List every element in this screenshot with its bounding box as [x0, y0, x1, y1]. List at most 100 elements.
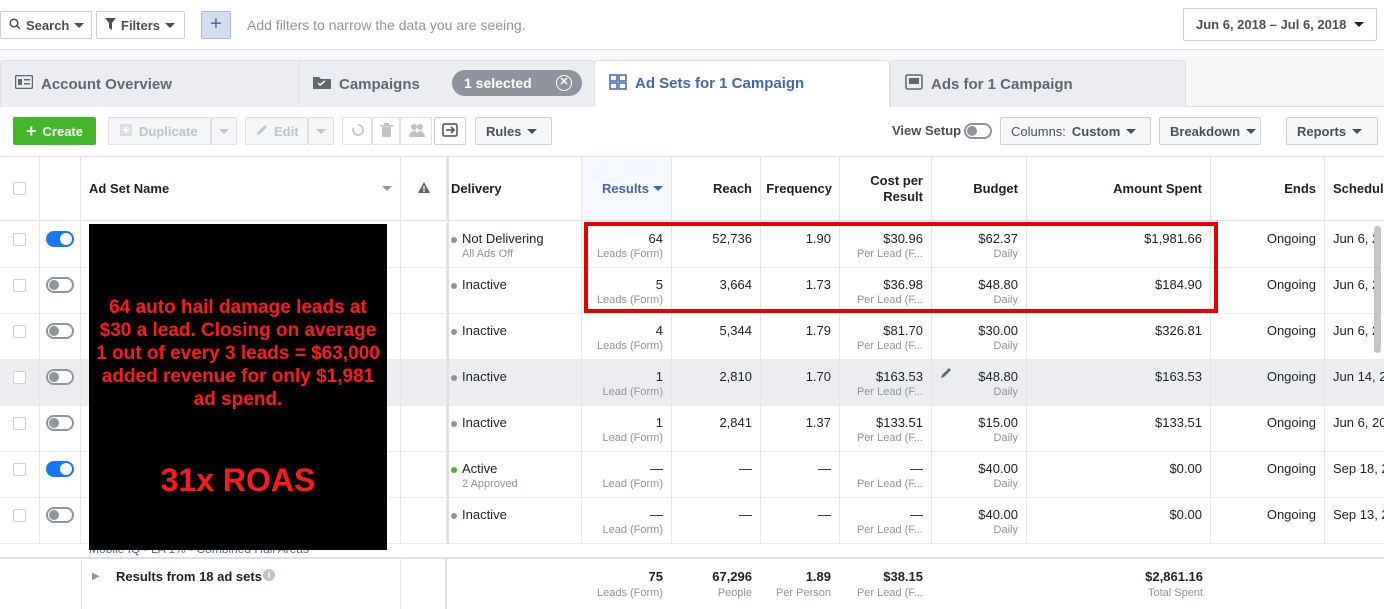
budget-value: $48.80: [978, 277, 1018, 292]
table-row[interactable]: Inactive 1 Lead (Form) 2,841 1.37 $133.51 Per …: [0, 406, 1384, 452]
table-row[interactable]: Not Delivering All Ads Off 64 Leads (Form) 5…: [0, 222, 1384, 268]
ad-set-name-cell[interactable]: [81, 498, 401, 544]
schedule-cell: Jun 6, 2: [1325, 314, 1384, 360]
cost-cell: $81.70 Per Lead (F...: [840, 314, 932, 360]
row-checkbox[interactable]: [13, 417, 26, 430]
ad-set-toggle[interactable]: [46, 507, 74, 523]
edit-button[interactable]: Edit: [245, 117, 308, 145]
ad-set-name-cell[interactable]: [81, 360, 401, 406]
row-checkbox[interactable]: [13, 233, 26, 246]
selected-pill-label: 1 selected: [464, 75, 532, 91]
header-delivery[interactable]: Delivery: [447, 157, 582, 221]
results-cell: 4 Leads (Form): [582, 314, 672, 360]
reports-dropdown[interactable]: Reports: [1286, 117, 1378, 145]
tab-ads[interactable]: Ads for 1 Campaign: [890, 60, 1186, 107]
ad-set-name-cell[interactable]: [81, 314, 401, 360]
tab-account-overview[interactable]: Account Overview: [0, 60, 310, 107]
results-subtext: Lead (Form): [602, 386, 663, 398]
header-results[interactable]: Results: [582, 157, 672, 221]
filters-dropdown[interactable]: Filters: [96, 11, 185, 39]
select-all-checkbox[interactable]: [13, 182, 26, 195]
add-filter-button[interactable]: +: [201, 11, 231, 39]
create-label: Create: [42, 123, 83, 139]
ends-cell: Ongoing: [1211, 406, 1325, 452]
selected-pill[interactable]: 1 selected ✕: [452, 70, 582, 96]
export-button[interactable]: [434, 117, 466, 145]
edit-menu-button[interactable]: [308, 117, 334, 145]
header-ad-set-name[interactable]: Ad Set Name: [81, 157, 401, 221]
reach-value: 5,344: [719, 323, 752, 338]
budget-subtext: Daily: [993, 432, 1018, 444]
level-tabs: Account Overview Campaigns Ad Sets for 1…: [0, 50, 1384, 107]
ends-cell: Ongoing: [1211, 268, 1325, 314]
row-toggle-cell: [40, 268, 81, 314]
header-label: Cost per: [870, 172, 923, 188]
results-subtext: Leads (Form): [596, 340, 663, 352]
results-subtext: Leads (Form): [596, 248, 663, 260]
cost-value: $133.51: [876, 415, 923, 430]
cost-value: —: [910, 507, 923, 522]
pencil-icon[interactable]: [940, 367, 952, 382]
footer-subtext: Per Person: [775, 587, 831, 599]
tab-ad-sets[interactable]: Ad Sets for 1 Campaign: [594, 60, 890, 107]
duplicate-button[interactable]: Duplicate: [108, 117, 211, 145]
chevron-right-icon[interactable]: ▶: [92, 571, 100, 582]
footer-value: $2,861.16: [1145, 569, 1203, 584]
frequency-value: 1.79: [805, 323, 831, 338]
table-row[interactable]: Inactive 5 Leads (Form) 3,664 1.73 $36.98 Per …: [0, 268, 1384, 314]
row-select-cell: [0, 452, 40, 498]
vertical-scrollbar[interactable]: [1374, 226, 1381, 353]
columns-dropdown[interactable]: Columns: Custom: [1000, 117, 1151, 145]
ad-set-toggle[interactable]: [46, 415, 74, 431]
grid-icon: [609, 73, 627, 94]
ad-set-toggle[interactable]: [46, 231, 74, 247]
frequency-value: 1.90: [805, 231, 831, 246]
ad-set-toggle[interactable]: [46, 461, 74, 477]
header-ends[interactable]: Ends: [1211, 157, 1325, 221]
ad-set-name-cell[interactable]: [81, 222, 401, 268]
table-row[interactable]: Inactive 4 Leads (Form) 5,344 1.79 $81.70 Per …: [0, 314, 1384, 360]
header-cost-per-result[interactable]: Cost per Result: [840, 157, 932, 221]
cost-cell: — Per Lead (F...: [840, 498, 932, 544]
ad-set-toggle[interactable]: [46, 323, 74, 339]
spent-cell: $0.00: [1027, 498, 1211, 544]
ad-set-toggle[interactable]: [46, 277, 74, 293]
close-icon[interactable]: ✕: [556, 75, 572, 91]
footer-value: 75: [648, 569, 663, 584]
header-frequency[interactable]: Frequency: [761, 157, 840, 221]
row-checkbox[interactable]: [13, 279, 26, 292]
search-dropdown[interactable]: Search: [0, 11, 92, 39]
duplicate-menu-button[interactable]: [211, 117, 237, 145]
budget-subtext: Daily: [993, 478, 1018, 490]
ad-set-toggle[interactable]: [46, 369, 74, 385]
date-range-picker[interactable]: Jun 6, 2018 – Jul 6, 2018: [1183, 8, 1377, 41]
ad-set-name-cell[interactable]: [81, 406, 401, 452]
header-reach[interactable]: Reach: [672, 157, 761, 221]
create-button[interactable]: + Create: [13, 117, 96, 145]
pencil-icon: [256, 124, 268, 139]
row-checkbox[interactable]: [13, 463, 26, 476]
spent-value: $0.00: [1169, 461, 1202, 476]
reach-cell: —: [672, 452, 761, 498]
reach-value: 52,736: [712, 231, 752, 246]
refresh-button[interactable]: [342, 117, 372, 145]
header-schedule[interactable]: Schedul: [1325, 157, 1384, 221]
row-checkbox[interactable]: [13, 371, 26, 384]
view-setup-toggle[interactable]: [964, 123, 992, 139]
ab-test-button[interactable]: [400, 117, 432, 145]
schedule-cell: Jun 6, 2: [1325, 268, 1384, 314]
table-row[interactable]: Inactive — Lead (Form) — — — Per Lead (F... $40…: [0, 498, 1384, 544]
table-row[interactable]: Active 2 Approved — Lead (Form) — — — Per Lead …: [0, 452, 1384, 498]
rules-button[interactable]: Rules: [475, 117, 552, 145]
row-checkbox[interactable]: [13, 325, 26, 338]
breakdown-label: Breakdown: [1170, 123, 1241, 139]
row-checkbox[interactable]: [13, 509, 26, 522]
info-icon[interactable]: i: [263, 569, 275, 581]
delete-button[interactable]: [372, 117, 400, 145]
budget-cell: $48.80 Daily: [932, 360, 1027, 406]
breakdown-dropdown[interactable]: Breakdown: [1159, 117, 1261, 145]
ad-set-name-cell[interactable]: [81, 452, 401, 498]
header-budget[interactable]: Budget: [932, 157, 1027, 221]
ad-set-name-cell[interactable]: [81, 268, 401, 314]
header-amount-spent[interactable]: Amount Spent: [1027, 157, 1211, 221]
